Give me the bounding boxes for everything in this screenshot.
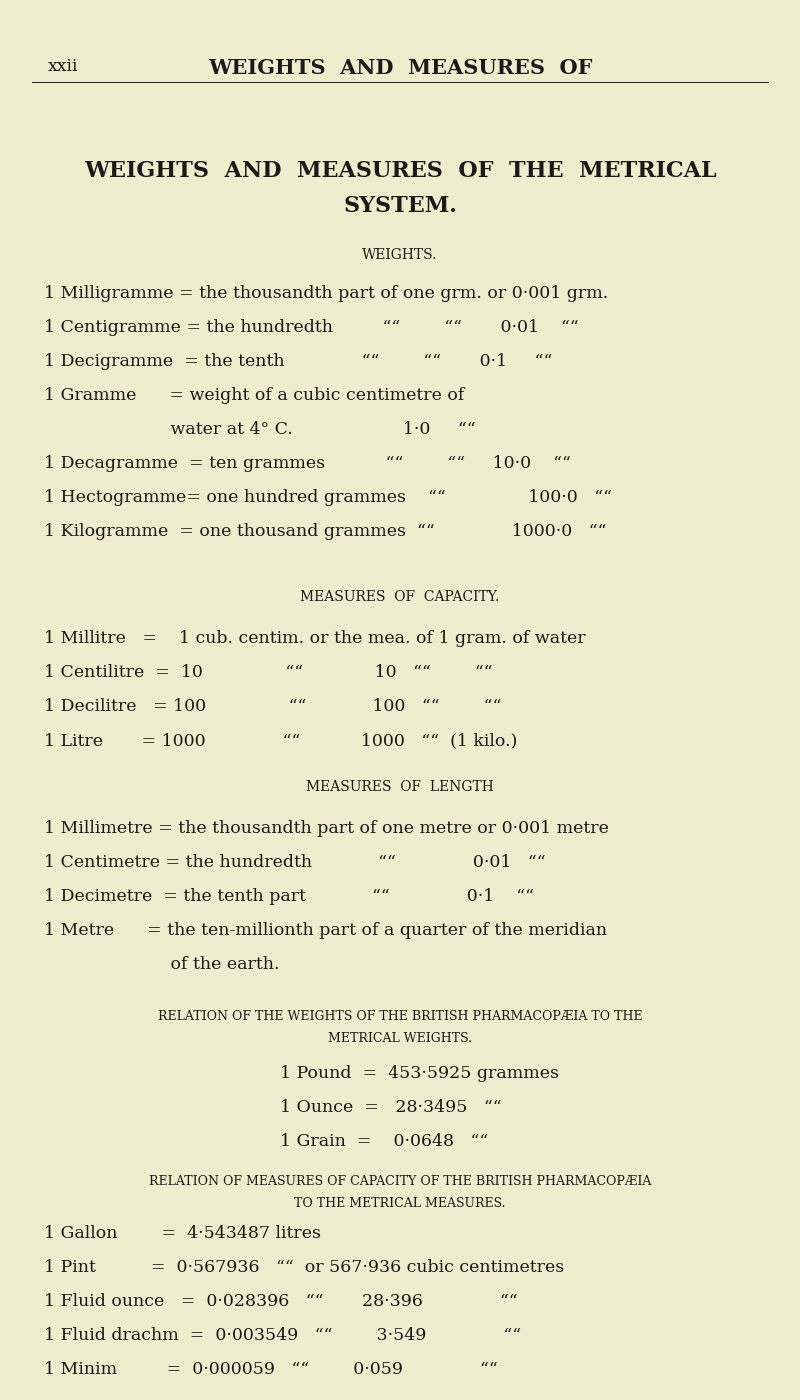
Text: 1 Decimetre  = the tenth part            ““              0·1    ““: 1 Decimetre = the tenth part ““ 0·1 ““ [44,888,534,904]
Text: 1 Millimetre = the thousandth part of one metre or 0·001 metre: 1 Millimetre = the thousandth part of on… [44,820,609,837]
Text: 1 Centigramme = the hundredth         ““        ““       0·01    ““: 1 Centigramme = the hundredth ““ ““ 0·01… [44,319,578,336]
Text: 1 Gallon        =  4·543487 litres: 1 Gallon = 4·543487 litres [44,1225,321,1242]
Text: 1 Hectogramme= one hundred grammes    ““               100·0   ““: 1 Hectogramme= one hundred grammes ““ 10… [44,489,612,505]
Text: 1 Pint          =  0·567936   ““  or 567·936 cubic centimetres: 1 Pint = 0·567936 ““ or 567·936 cubic ce… [44,1259,564,1275]
Text: 1 Decagramme  = ten grammes           ““        ““     10·0    ““: 1 Decagramme = ten grammes ““ ““ 10·0 ““ [44,455,571,472]
Text: WEIGHTS  AND  MEASURES  OF  THE  METRICAL: WEIGHTS AND MEASURES OF THE METRICAL [84,160,716,182]
Text: 1 Metre      = the ten-millionth part of a quarter of the meridian: 1 Metre = the ten-millionth part of a qu… [44,923,607,939]
Text: RELATION OF THE WEIGHTS OF THE BRITISH PHARMACOPÆIA TO THE: RELATION OF THE WEIGHTS OF THE BRITISH P… [158,1009,642,1023]
Text: 1 Milligramme = the thousandth part of one grm. or 0·001 grm.: 1 Milligramme = the thousandth part of o… [44,286,608,302]
Text: 1 Fluid drachm  =  0·003549   ““        3·549              ““: 1 Fluid drachm = 0·003549 ““ 3·549 ““ [44,1327,521,1344]
Text: METRICAL WEIGHTS.: METRICAL WEIGHTS. [328,1032,472,1044]
Text: 1 Kilogramme  = one thousand grammes  ““              1000·0   ““: 1 Kilogramme = one thousand grammes ““ 1… [44,524,606,540]
Text: of the earth.: of the earth. [44,956,279,973]
Text: 1 Gramme      = weight of a cubic centimetre of: 1 Gramme = weight of a cubic centimetre … [44,386,464,405]
Text: 1 Grain  =    0·0648   ““: 1 Grain = 0·0648 ““ [280,1133,488,1149]
Text: 1 Decigramme  = the tenth              ““        ““       0·1     ““: 1 Decigramme = the tenth ““ ““ 0·1 ““ [44,353,552,370]
Text: MEASURES  OF  CAPACITY.: MEASURES OF CAPACITY. [300,589,500,603]
Text: SYSTEM.: SYSTEM. [343,195,457,217]
Text: TO THE METRICAL MEASURES.: TO THE METRICAL MEASURES. [294,1197,506,1210]
Text: RELATION OF MEASURES OF CAPACITY OF THE BRITISH PHARMACOPÆIA: RELATION OF MEASURES OF CAPACITY OF THE … [149,1175,651,1189]
Text: 1 Minim         =  0·000059   ““        0·059              ““: 1 Minim = 0·000059 ““ 0·059 ““ [44,1361,498,1378]
Text: 1 Litre       = 1000              ““           1000   ““  (1 kilo.): 1 Litre = 1000 ““ 1000 ““ (1 kilo.) [44,732,518,749]
Text: water at 4° C.                    1·0     ““: water at 4° C. 1·0 ““ [44,421,476,438]
Text: WEIGHTS  AND  MEASURES  OF: WEIGHTS AND MEASURES OF [208,57,592,78]
Text: WEIGHTS.: WEIGHTS. [362,248,438,262]
Text: MEASURES  OF  LENGTH: MEASURES OF LENGTH [306,780,494,794]
Text: 1 Fluid ounce   =  0·028396   ““       28·396              ““: 1 Fluid ounce = 0·028396 ““ 28·396 ““ [44,1294,518,1310]
Text: 1 Centimetre = the hundredth            ““              0·01   ““: 1 Centimetre = the hundredth ““ 0·01 ““ [44,854,546,871]
Text: 1 Ounce  =   28·3495   ““: 1 Ounce = 28·3495 ““ [280,1099,502,1116]
Text: 1 Decilitre   = 100               ““            100   ““        ““: 1 Decilitre = 100 ““ 100 ““ ““ [44,699,502,715]
Text: 1 Pound  =  453·5925 grammes: 1 Pound = 453·5925 grammes [280,1065,559,1082]
Text: 1 Centilitre  =  10               ““             10   ““        ““: 1 Centilitre = 10 ““ 10 ““ ““ [44,664,493,680]
Text: xxii: xxii [48,57,78,76]
Text: 1 Millitre   =    1 cub. centim. or the mea. of 1 gram. of water: 1 Millitre = 1 cub. centim. or the mea. … [44,630,586,647]
